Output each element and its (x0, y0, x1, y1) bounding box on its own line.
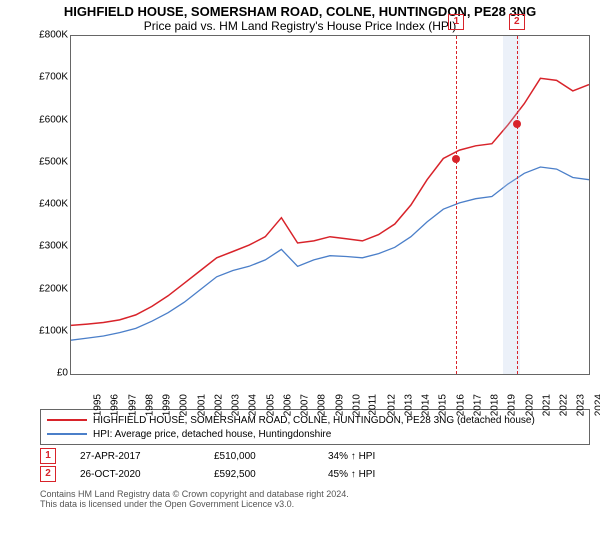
x-tick-label: 2007 (299, 394, 310, 416)
footer-line: This data is licensed under the Open Gov… (40, 499, 590, 509)
x-tick-label: 2014 (420, 394, 431, 416)
x-tick-label: 2021 (541, 394, 552, 416)
y-tick-label: £800K (30, 30, 68, 41)
chart-area: 12 £0 £100K £200K £300K £400K £500K £600K £700K… (30, 35, 590, 405)
x-tick-label: 2018 (489, 394, 500, 416)
x-tick-label: 2000 (179, 394, 190, 416)
sale-row: 2 26-OCT-2020 £592,500 45% ↑ HPI (40, 465, 590, 483)
x-tick-label: 2005 (265, 394, 276, 416)
x-tick-label: 2015 (438, 394, 449, 416)
x-tick-label: 2019 (507, 394, 518, 416)
sales-table: 1 27-APR-2017 £510,000 34% ↑ HPI 2 26-OCT-202… (40, 447, 590, 483)
x-tick-label: 1996 (110, 394, 121, 416)
sale-dot (513, 120, 521, 128)
legend-swatch (47, 433, 87, 435)
x-tick-label: 2017 (472, 394, 483, 416)
sale-num-box: 2 (40, 466, 56, 482)
sale-date: 27-APR-2017 (80, 451, 190, 462)
x-tick-label: 1997 (127, 394, 138, 416)
x-tick-label: 2023 (576, 394, 587, 416)
x-tick-label: 2024 (593, 394, 600, 416)
sale-delta: 45% ↑ HPI (328, 469, 375, 480)
legend-label: HPI: Average price, detached house, Hunt… (93, 429, 331, 440)
sale-date: 26-OCT-2020 (80, 469, 190, 480)
x-tick-label: 1999 (161, 394, 172, 416)
y-tick-label: £0 (30, 368, 68, 379)
legend-label: HIGHFIELD HOUSE, SOMERSHAM ROAD, COLNE, … (93, 415, 535, 426)
y-tick-label: £400K (30, 199, 68, 210)
page: HIGHFIELD HOUSE, SOMERSHAM ROAD, COLNE, … (0, 0, 600, 560)
x-tick-label: 2020 (524, 394, 535, 416)
x-tick-label: 2010 (351, 394, 362, 416)
legend-row: HPI: Average price, detached house, Hunt… (47, 427, 583, 441)
sale-marker-line (456, 36, 457, 374)
sale-price: £510,000 (214, 451, 304, 462)
legend-swatch (47, 419, 87, 421)
x-tick-label: 2016 (455, 394, 466, 416)
plot-frame: 12 (70, 35, 590, 375)
footer-line: Contains HM Land Registry data © Crown c… (40, 489, 590, 499)
x-tick-label: 2001 (196, 394, 207, 416)
x-tick-label: 2004 (248, 394, 259, 416)
x-tick-label: 2006 (282, 394, 293, 416)
y-tick-label: £500K (30, 156, 68, 167)
sale-price: £592,500 (214, 469, 304, 480)
sale-marker-line (517, 36, 518, 374)
attribution: Contains HM Land Registry data © Crown c… (40, 489, 590, 509)
sale-num-box: 1 (40, 448, 56, 464)
y-tick-label: £700K (30, 72, 68, 83)
y-tick-label: £600K (30, 114, 68, 125)
x-tick-label: 2008 (317, 394, 328, 416)
y-tick-label: £300K (30, 241, 68, 252)
sale-callout: 1 (448, 14, 464, 30)
y-tick-label: £200K (30, 283, 68, 294)
x-tick-label: 2002 (213, 394, 224, 416)
x-tick-label: 2009 (334, 394, 345, 416)
x-tick-label: 1998 (144, 394, 155, 416)
x-tick-label: 1995 (92, 394, 103, 416)
x-tick-label: 2022 (558, 394, 569, 416)
x-tick-label: 2003 (230, 394, 241, 416)
y-tick-label: £100K (30, 325, 68, 336)
sale-callout: 2 (509, 14, 525, 30)
x-tick-label: 2011 (368, 394, 379, 416)
sale-dot (452, 155, 460, 163)
sale-delta: 34% ↑ HPI (328, 451, 375, 462)
x-tick-label: 2013 (403, 394, 414, 416)
x-tick-label: 2012 (386, 394, 397, 416)
sale-row: 1 27-APR-2017 £510,000 34% ↑ HPI (40, 447, 590, 465)
